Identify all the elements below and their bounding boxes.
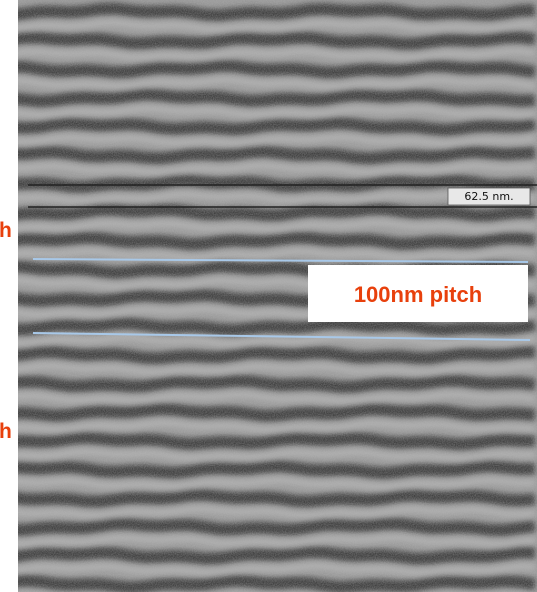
page: {"image": {"scale_label": "62.5 nm.", "p… bbox=[0, 0, 537, 592]
sem-figure: 62.5 nm. 100nm pitch h h bbox=[0, 0, 537, 592]
scale-label: 62.5 nm. bbox=[464, 190, 513, 203]
clipped-label: h bbox=[0, 420, 12, 443]
pitch-label: 100nm pitch bbox=[354, 282, 482, 307]
clipped-label: h bbox=[0, 219, 12, 242]
